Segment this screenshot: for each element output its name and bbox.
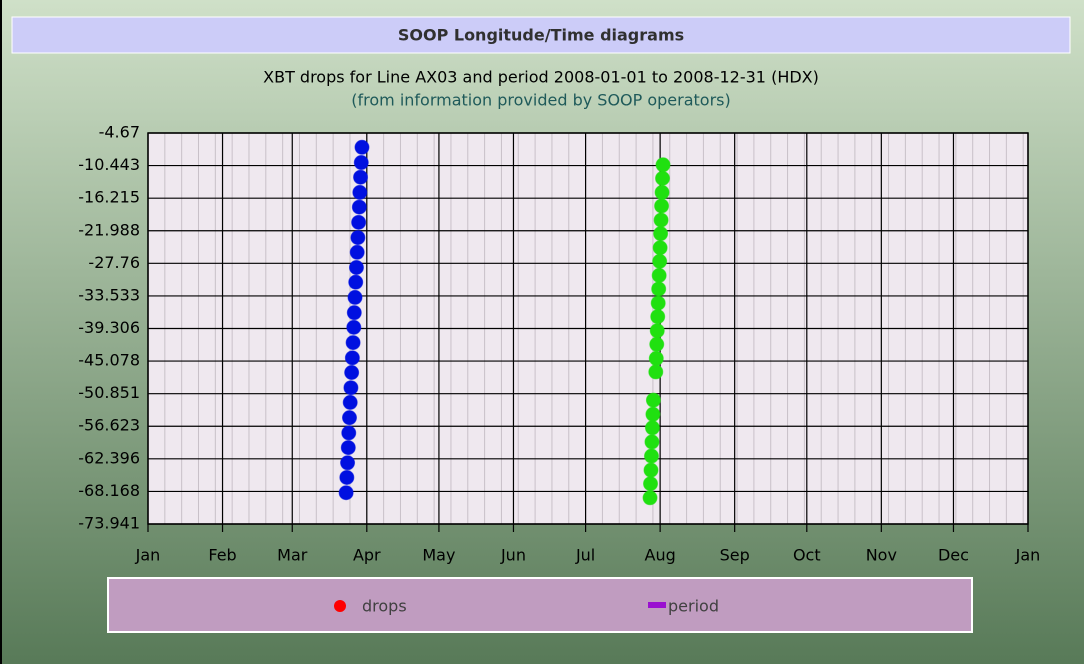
x-tick-label: Apr	[353, 546, 381, 565]
data-point	[649, 336, 665, 352]
data-point	[642, 490, 658, 506]
data-point	[349, 244, 365, 260]
y-tick-label: -39.306	[78, 318, 140, 337]
data-point	[342, 394, 358, 410]
legend-label: drops	[362, 597, 407, 616]
chart-title: SOOP Longitude/Time diagrams	[398, 26, 684, 45]
data-point	[348, 260, 364, 276]
data-point	[644, 420, 660, 436]
x-tick-label: Jan	[135, 546, 161, 565]
data-point	[352, 184, 368, 200]
x-tick-label: Jul	[575, 546, 595, 565]
data-point	[653, 226, 669, 242]
legend-swatch	[648, 602, 666, 608]
x-tick-label: Jan	[1015, 546, 1041, 565]
data-point	[340, 440, 356, 456]
data-point	[649, 323, 665, 339]
data-point	[346, 305, 362, 321]
data-point	[339, 469, 355, 485]
y-tick-label: -45.078	[78, 351, 140, 370]
y-tick-label: -62.396	[78, 448, 140, 467]
y-tick-label: -10.443	[78, 155, 140, 174]
data-point	[643, 462, 659, 478]
data-point	[654, 184, 670, 200]
x-tick-label: Jun	[500, 546, 526, 565]
chart-subtitle: XBT drops for Line AX03 and period 2008-…	[263, 68, 819, 87]
data-point	[643, 448, 659, 464]
y-tick-label: -33.533	[78, 285, 140, 304]
data-point	[650, 309, 666, 325]
data-point	[346, 319, 362, 335]
data-point	[648, 350, 664, 366]
y-tick-label: -68.168	[78, 481, 140, 500]
data-point	[345, 335, 361, 351]
y-tick-label: -21.988	[78, 220, 140, 239]
data-point	[645, 406, 661, 422]
data-point	[653, 212, 669, 228]
data-point	[354, 139, 370, 155]
legend-swatch	[334, 600, 346, 612]
x-tick-label: Feb	[208, 546, 236, 565]
title-bar	[11, 16, 1071, 54]
plot-border	[147, 132, 1029, 525]
y-tick-label: -27.76	[88, 253, 140, 272]
y-tick-label: -16.215	[78, 188, 140, 207]
y-tick-label: -73.941	[78, 514, 140, 533]
data-point	[343, 380, 359, 396]
x-tick-label: Aug	[645, 546, 676, 565]
x-tick-label: Nov	[866, 546, 897, 565]
data-point	[348, 274, 364, 290]
data-point	[644, 434, 660, 450]
data-point	[341, 410, 357, 426]
x-tick-label: Oct	[793, 546, 821, 565]
data-point	[652, 240, 668, 256]
legend-box	[107, 577, 973, 633]
x-tick-label: Dec	[938, 546, 969, 565]
y-tick-label: -56.623	[78, 416, 140, 435]
x-tick-label: Sep	[720, 546, 750, 565]
data-point	[655, 170, 671, 186]
data-point	[351, 214, 367, 230]
data-point	[645, 392, 661, 408]
x-tick-label: May	[422, 546, 455, 565]
y-tick-label: -50.851	[78, 383, 140, 402]
data-point	[651, 267, 667, 283]
data-point	[655, 157, 671, 173]
data-point	[344, 364, 360, 380]
data-point	[340, 455, 356, 471]
data-point	[654, 198, 670, 214]
data-point	[648, 364, 664, 380]
legend-label: period	[668, 597, 719, 616]
data-point	[350, 230, 366, 246]
data-point	[338, 485, 354, 501]
data-point	[651, 281, 667, 297]
data-point	[652, 253, 668, 269]
data-point	[353, 155, 369, 171]
y-tick-label: -4.67	[99, 123, 140, 142]
data-point	[351, 199, 367, 215]
data-point	[650, 295, 666, 311]
data-point	[341, 425, 357, 441]
data-point	[643, 476, 659, 492]
chart-note: (from information provided by SOOP opera…	[351, 91, 731, 110]
data-point	[344, 350, 360, 366]
x-tick-label: Mar	[277, 546, 308, 565]
data-point	[353, 169, 369, 185]
data-point	[347, 289, 363, 305]
